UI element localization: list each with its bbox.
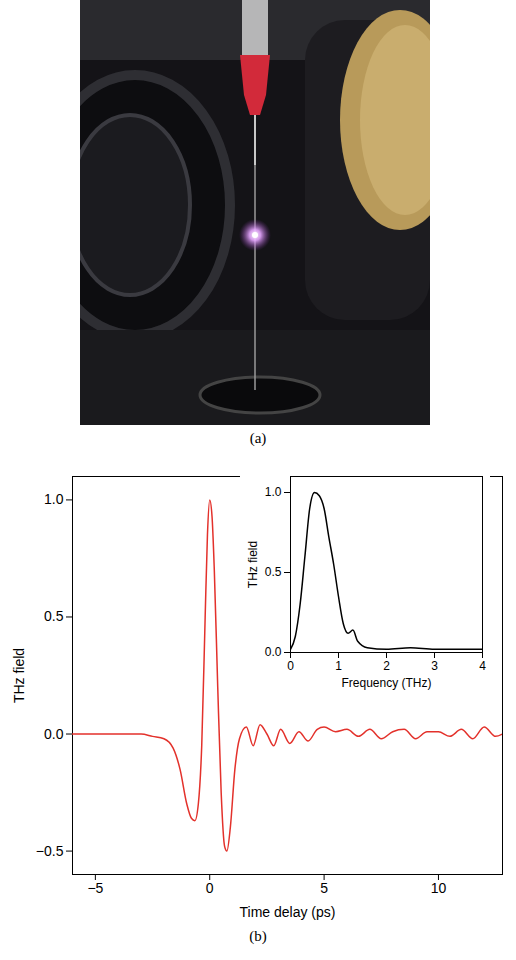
svg-text:10: 10 [431, 880, 447, 896]
svg-text:0.0: 0.0 [44, 726, 64, 742]
svg-text:0.0: 0.0 [265, 645, 282, 659]
svg-text:−5: −5 [87, 880, 103, 896]
svg-text:−0.5: −0.5 [36, 843, 64, 859]
svg-text:0: 0 [206, 880, 214, 896]
html-text:(a): (a) [249, 430, 267, 446]
html-text:(b): (b) [249, 928, 267, 944]
svg-text:1: 1 [335, 659, 342, 673]
svg-text:2: 2 [383, 659, 390, 673]
svg-text:0.5: 0.5 [265, 565, 282, 579]
svg-text:3: 3 [431, 659, 438, 673]
svg-text:1.0: 1.0 [265, 485, 282, 499]
svg-text:4: 4 [479, 659, 486, 673]
svg-text:5: 5 [320, 880, 328, 896]
svg-text:0: 0 [287, 659, 294, 673]
svg-text:Time delay (ps): Time delay (ps) [240, 904, 336, 920]
svg-text:0.5: 0.5 [44, 608, 64, 624]
svg-text:THz field: THz field [11, 648, 27, 703]
svg-text:1.0: 1.0 [44, 491, 64, 507]
svg-text:Frequency (THz): Frequency (THz) [341, 676, 431, 690]
svg-text:THz field: THz field [246, 541, 260, 588]
